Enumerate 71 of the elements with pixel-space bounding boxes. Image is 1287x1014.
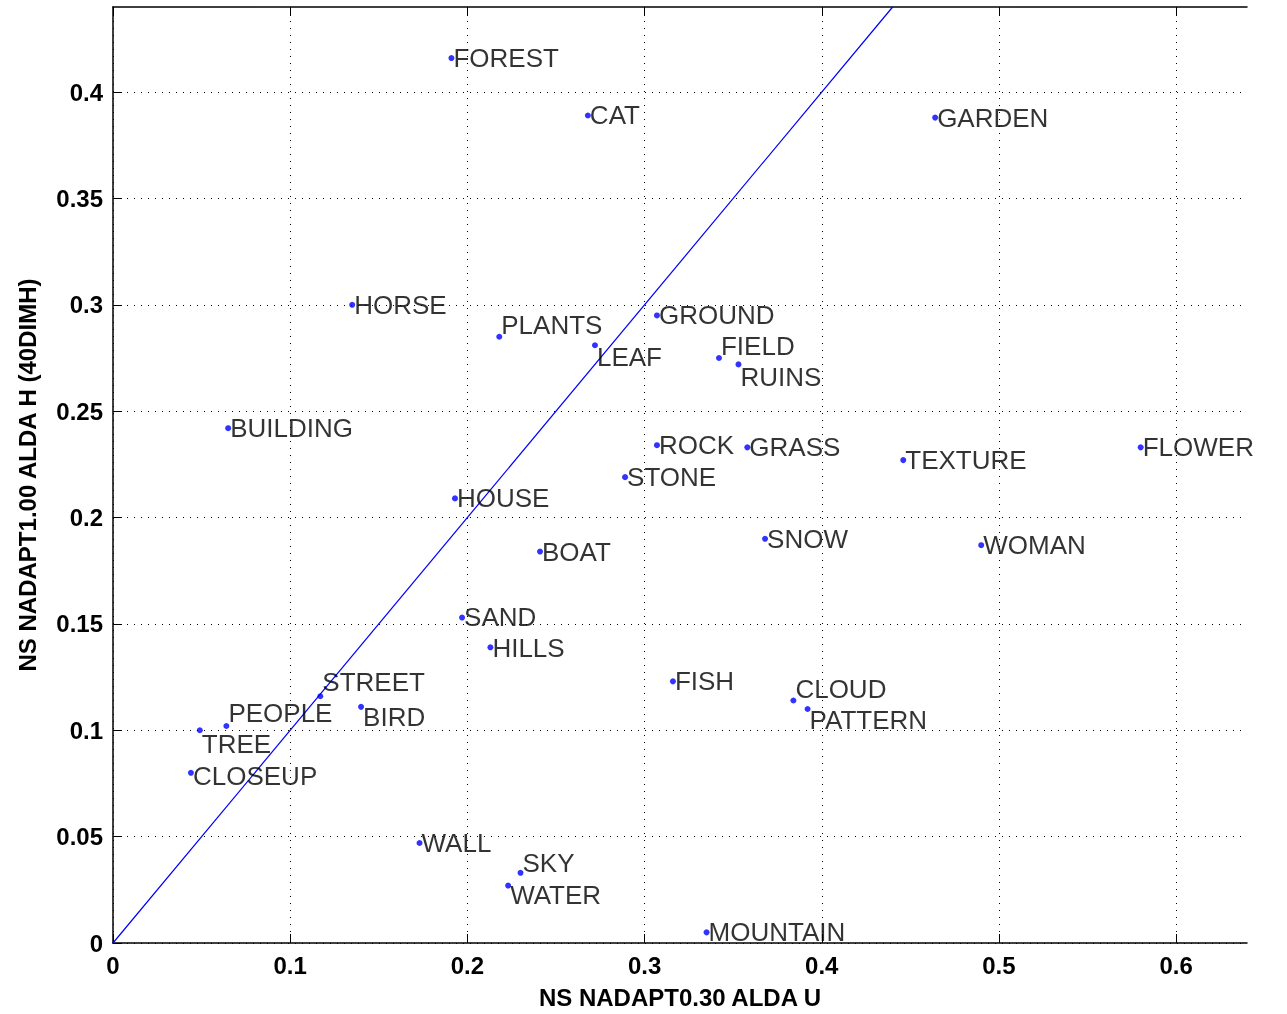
y-tick-label: 0.4 bbox=[69, 78, 104, 106]
data-label: FISH bbox=[674, 666, 735, 697]
y-tick-label: 0.05 bbox=[56, 823, 103, 851]
x-tick-label: 0.1 bbox=[273, 951, 307, 979]
x-tick-label: 0.6 bbox=[1159, 951, 1193, 979]
point bbox=[703, 929, 710, 936]
point bbox=[653, 312, 660, 319]
data-label: TEXTURE bbox=[905, 445, 1027, 476]
data-label: FOREST bbox=[453, 43, 559, 74]
data-label: BOAT bbox=[542, 536, 611, 567]
y-tick-label: 0 bbox=[89, 929, 103, 957]
point bbox=[451, 495, 458, 502]
data-label: GRASS bbox=[749, 432, 841, 463]
point bbox=[196, 727, 203, 734]
data-label: BUILDING bbox=[230, 413, 353, 444]
point bbox=[653, 442, 660, 449]
point bbox=[496, 333, 503, 340]
data-label: FLOWER bbox=[1142, 432, 1254, 463]
point bbox=[591, 342, 598, 349]
data-label: SNOW bbox=[767, 523, 849, 554]
data-label: WATER bbox=[510, 879, 602, 910]
data-label: FIELD bbox=[720, 330, 795, 361]
point bbox=[1137, 444, 1144, 451]
point bbox=[358, 703, 365, 710]
y-tick-label: 0.3 bbox=[69, 291, 103, 319]
point bbox=[223, 723, 230, 730]
point bbox=[225, 425, 232, 432]
point bbox=[317, 693, 324, 700]
point bbox=[790, 697, 797, 704]
point bbox=[735, 361, 742, 368]
data-label: SAND bbox=[464, 601, 537, 632]
y-tick-label: 0.25 bbox=[56, 397, 103, 425]
point bbox=[517, 869, 524, 876]
data-label: STONE bbox=[627, 462, 717, 493]
point bbox=[804, 706, 811, 712]
data-label: PLANTS bbox=[501, 310, 603, 341]
point bbox=[537, 548, 544, 555]
data-label: CLOUD bbox=[795, 674, 887, 704]
point bbox=[448, 55, 455, 62]
data-label: CAT bbox=[589, 100, 641, 131]
data-label: WALL bbox=[421, 828, 492, 859]
y-tick-label: 0.1 bbox=[69, 716, 103, 744]
data-label: WOMAN bbox=[983, 530, 1086, 561]
data-label: HORSE bbox=[354, 289, 447, 320]
point bbox=[349, 301, 356, 308]
x-tick-label: 0.2 bbox=[450, 951, 485, 979]
point bbox=[187, 769, 194, 776]
data-label: LEAF bbox=[596, 341, 662, 372]
y-tick-label: 0.35 bbox=[56, 184, 103, 212]
data-label: GROUND bbox=[658, 299, 775, 330]
point bbox=[715, 355, 722, 361]
y-tick-label: 0.15 bbox=[56, 610, 103, 638]
x-tick-label: 0.4 bbox=[805, 951, 840, 979]
y-axis-title: NS NADAPT1.00 ALDA H (40DIMH) bbox=[13, 278, 41, 672]
data-label: HILLS bbox=[492, 633, 565, 664]
data-label: TREE bbox=[201, 729, 272, 760]
x-tick-label: 0.3 bbox=[627, 951, 662, 979]
x-axis-title: NS NADAPT0.30 ALDA U bbox=[538, 983, 822, 1011]
data-label: RUINS bbox=[740, 362, 822, 393]
data-label: GARDEN bbox=[937, 102, 1049, 133]
x-tick-label: 0.5 bbox=[982, 951, 1016, 979]
data-label: BIRD bbox=[363, 702, 426, 733]
y-tick-label: 0.2 bbox=[69, 504, 103, 532]
point bbox=[584, 112, 591, 119]
data-label: PATTERN bbox=[809, 705, 928, 736]
data-label: MOUNTAIN bbox=[708, 917, 846, 948]
point bbox=[669, 678, 676, 685]
data-label: ROCK bbox=[658, 430, 735, 461]
data-label: SKY bbox=[522, 848, 575, 879]
x-tick-label: 0 bbox=[106, 951, 120, 979]
point bbox=[487, 644, 494, 651]
